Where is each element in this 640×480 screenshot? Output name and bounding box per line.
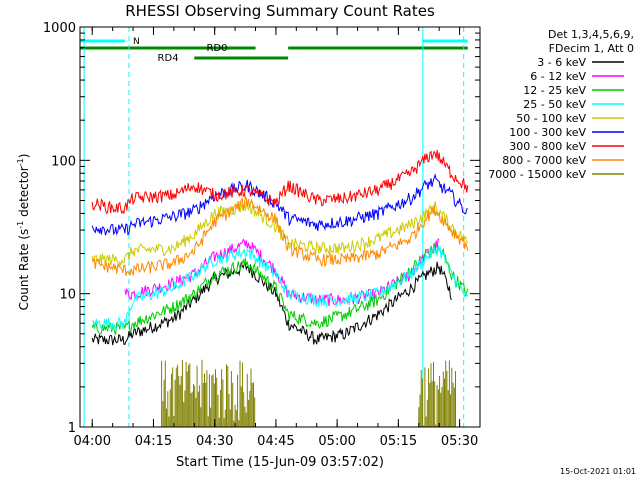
series-line-0 [91,261,452,346]
plot-area: N RD0 RD4 [80,27,469,427]
y-tick-label-1: 10 [59,288,76,303]
legend-label-4: 50 - 100 keV [516,112,586,125]
rd0-label: RD0 [207,43,228,54]
y-axis-label: Count Rate (s-1 detector-1) [16,154,31,311]
series-line-3 [91,245,469,331]
series-spikes-0 [161,359,256,427]
x-axis-label: Start Time (15-Jun-09 03:57:02) [176,455,384,470]
x-tick-label-2: 04:30 [196,434,233,449]
x-tick-label-0: 04:00 [74,434,111,449]
chart-title: RHESSI Observing Summary Count Rates [125,2,435,20]
legend-label-5: 100 - 300 keV [509,126,586,139]
x-tick-label-6: 05:30 [441,434,478,449]
x-tick-label-4: 05:00 [318,434,355,449]
n-bar-label: N [133,37,140,47]
series-line-6 [91,149,469,215]
y-tick-label-2: 100 [51,154,76,169]
legend-label-1: 6 - 12 keV [530,70,586,83]
rd4-label: RD4 [158,53,179,64]
legend-label-6: 300 - 800 keV [509,140,586,153]
legend-label-7: 800 - 7000 keV [502,154,586,167]
series-line-5 [91,173,469,237]
legend-label-0: 3 - 6 keV [537,56,586,69]
series-line-7 [91,194,469,277]
render-timestamp: 15-Oct-2021 01:01 [560,467,636,476]
x-tick-label-3: 04:45 [257,434,294,449]
legend-header-1: Det 1,3,4,5,6,9, [548,28,634,41]
legend-label-8: 7000 - 15000 keV [488,168,586,181]
legend-label-2: 12 - 25 keV [523,84,586,97]
y-tick-label-3: 1000 [43,21,76,36]
x-tick-label-5: 05:15 [380,434,417,449]
legend-header-2: FDecim 1, Att 0 [549,42,634,55]
legend-label-3: 25 - 50 keV [523,98,586,111]
plot-frame [79,26,481,428]
series-spikes-1 [418,360,456,427]
y-tick-label-0: 1 [68,421,76,436]
x-tick-label-1: 04:15 [135,434,172,449]
